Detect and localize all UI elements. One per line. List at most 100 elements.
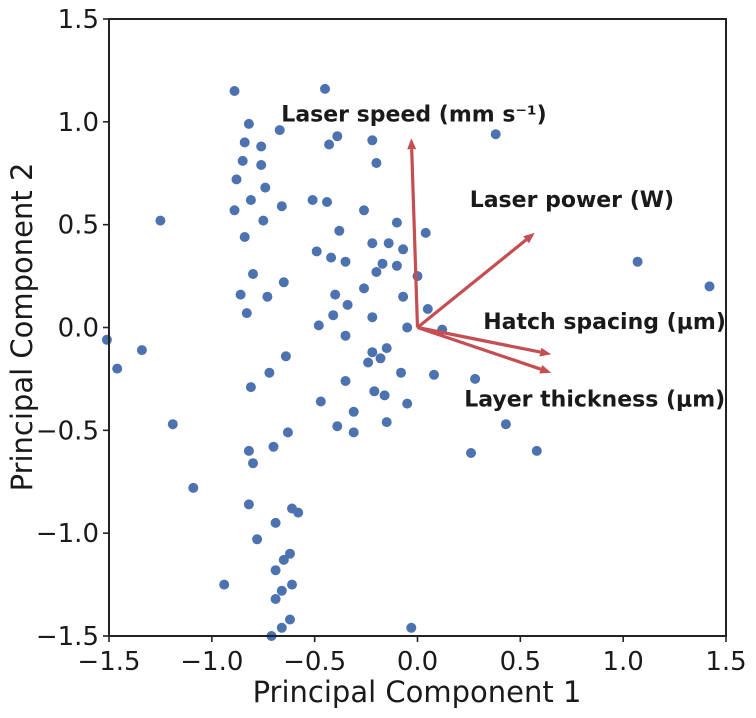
- data-point-30: [311, 246, 322, 257]
- data-point-3: [274, 125, 285, 136]
- data-point-89: [270, 517, 281, 528]
- data-point-29: [398, 244, 409, 255]
- data-point-67: [340, 376, 351, 386]
- data-point-60: [381, 343, 392, 354]
- y-tick-label-4: 0.5: [58, 211, 99, 241]
- data-point-45: [704, 281, 715, 292]
- axis-ticks: −1.5 −1.0 −0.5 0.0 0.5 1.0 1.5 −1.5 −1.0 −0.5 0.0 0…: [36, 5, 747, 677]
- vector-label-1: Laser power (W): [470, 188, 674, 213]
- data-point-93: [270, 565, 281, 576]
- vector-line-1: [416, 238, 528, 329]
- data-point-61: [363, 357, 374, 368]
- data-point-85: [188, 482, 199, 493]
- x-tick-label-3: 0.0: [397, 647, 438, 677]
- data-point-98: [285, 614, 295, 625]
- vector-label-2: Hatch spacing (μm): [483, 310, 726, 335]
- data-point-86: [243, 499, 254, 510]
- x-tick-label-6: 1.5: [705, 647, 746, 677]
- data-point-31: [326, 252, 337, 263]
- data-point-42: [262, 291, 273, 302]
- x-tick-label-5: 1.0: [602, 647, 643, 677]
- data-point-97: [270, 594, 281, 604]
- data-point-21: [155, 215, 166, 226]
- y-tick-label-2: −0.5: [36, 416, 99, 446]
- data-point-56: [136, 345, 147, 356]
- data-point-1: [320, 83, 330, 94]
- vector-line-0: [410, 149, 420, 328]
- vector-arrowhead-1: [523, 232, 535, 244]
- data-point-70: [379, 390, 390, 401]
- data-point-13: [231, 174, 242, 185]
- data-point-74: [167, 419, 178, 430]
- data-point-34: [632, 256, 643, 267]
- data-point-65: [429, 369, 439, 380]
- data-point-6: [490, 129, 501, 140]
- data-point-14: [260, 182, 271, 193]
- data-point-2: [243, 118, 254, 129]
- data-point-18: [229, 205, 240, 216]
- data-point-33: [377, 258, 388, 269]
- vector-line-3: [416, 325, 542, 371]
- data-point-15: [245, 195, 256, 205]
- data-point-69: [369, 386, 380, 397]
- y-axis-label: Principal Component 2: [5, 163, 39, 492]
- vector-label-0: Laser speed (mm s⁻¹): [281, 102, 546, 127]
- data-point-51: [367, 312, 378, 323]
- data-point-11: [371, 158, 382, 168]
- data-point-92: [278, 554, 289, 565]
- data-point-19: [276, 201, 287, 212]
- x-tick-label-4: 0.5: [500, 647, 541, 677]
- data-point-12: [256, 160, 267, 170]
- data-point-9: [324, 139, 335, 150]
- data-point-8: [256, 141, 267, 152]
- scatter-points: [101, 83, 715, 641]
- data-point-50: [313, 320, 324, 331]
- data-point-63: [264, 367, 275, 378]
- data-point-20: [359, 205, 369, 216]
- data-point-99: [276, 622, 287, 633]
- vector-arrowhead-2: [539, 347, 552, 357]
- data-point-28: [383, 238, 394, 249]
- data-point-17: [322, 197, 332, 207]
- data-point-95: [287, 579, 297, 590]
- vector-line-2: [417, 325, 541, 354]
- data-point-79: [282, 427, 293, 438]
- y-tick-label-1: −1.0: [36, 519, 99, 549]
- data-point-77: [381, 417, 392, 428]
- x-tick-label-2: −0.5: [283, 647, 346, 677]
- data-point-48: [241, 308, 252, 319]
- data-point-36: [278, 277, 289, 288]
- data-point-72: [315, 396, 326, 407]
- data-point-23: [391, 217, 402, 228]
- data-point-84: [248, 458, 258, 469]
- data-point-37: [371, 267, 382, 277]
- data-point-38: [391, 260, 402, 271]
- data-point-47: [328, 310, 339, 321]
- data-point-66: [470, 373, 481, 384]
- data-point-100: [406, 622, 417, 633]
- data-point-76: [348, 427, 359, 438]
- data-point-94: [219, 579, 230, 590]
- data-point-44: [398, 291, 409, 302]
- data-point-96: [276, 585, 287, 596]
- data-point-81: [243, 445, 254, 456]
- data-point-41: [235, 289, 246, 300]
- data-point-73: [348, 406, 359, 417]
- data-point-0: [229, 86, 240, 96]
- data-point-54: [101, 334, 112, 345]
- data-point-35: [248, 269, 258, 279]
- vector-arrowhead-3: [539, 365, 552, 374]
- data-point-22: [258, 215, 269, 226]
- data-point-49: [422, 304, 433, 314]
- vector-arrowhead-0: [407, 138, 417, 150]
- data-point-16: [307, 195, 318, 205]
- vector-label-3: Layer thickness (μm): [464, 388, 725, 413]
- data-point-4: [332, 131, 343, 142]
- data-point-26: [420, 227, 431, 238]
- x-axis-label: Principal Component 1: [253, 675, 582, 709]
- data-point-10: [237, 155, 248, 166]
- data-point-55: [340, 330, 351, 341]
- data-point-64: [396, 367, 406, 378]
- data-point-75: [332, 421, 343, 432]
